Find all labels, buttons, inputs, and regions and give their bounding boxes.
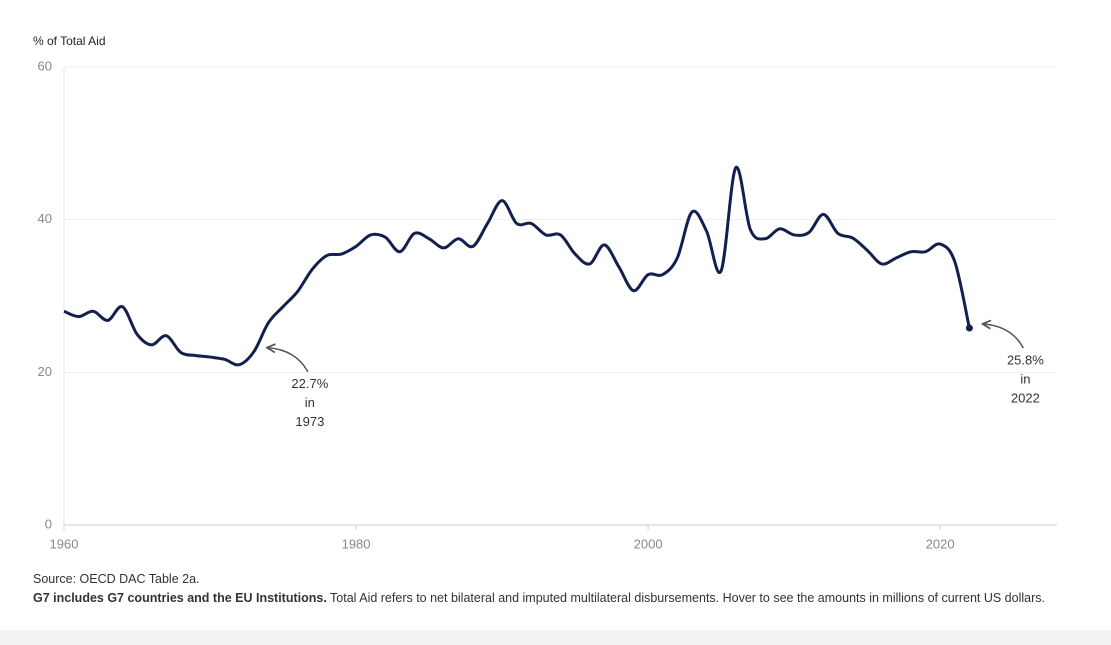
annotation-arrow [983,324,1025,349]
bottom-strip [0,630,1111,645]
annotation-text: 22.7% [291,376,328,391]
end-point [965,324,973,332]
y-tick-label: 0 [45,516,52,531]
annotation-text: 2022 [1011,390,1040,405]
note: G7 includes G7 countries and the EU Inst… [33,589,1083,607]
y-axis-label: % of Total Aid [33,34,106,48]
source: Source: OECD DAC Table 2a. [33,572,200,586]
x-tick-label: 1980 [342,536,371,551]
x-tick-label: 1960 [50,536,79,551]
annotation-text: in [1020,371,1030,386]
note-bold: G7 includes G7 countries and the EU Inst… [33,591,327,605]
annotation-arrow [268,348,309,373]
annotation-text: 25.8% [1007,352,1044,367]
annotation-text: in [305,395,315,410]
x-tick-label: 2000 [634,536,663,551]
x-tick-label: 2020 [926,536,955,551]
annotation-text: 1973 [295,414,324,429]
chart: % of Total Aid 0 20 40 60 1960 1980 2000 2020 22… [33,34,1057,551]
series-line [63,166,971,367]
y-tick-label: 40 [38,211,52,226]
note-text: Total Aid refers to net bilateral and im… [330,591,1045,605]
y-tick-label: 60 [38,58,52,73]
y-tick-label: 20 [38,364,52,379]
